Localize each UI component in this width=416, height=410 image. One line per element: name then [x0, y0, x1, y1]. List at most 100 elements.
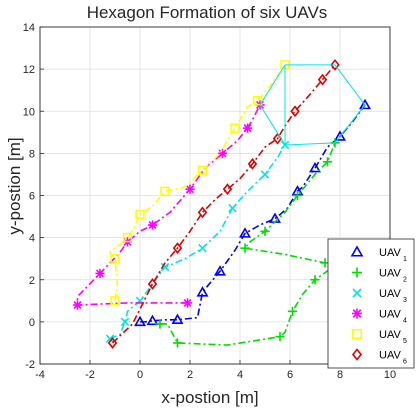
data-point: [247, 158, 258, 170]
data-point: [275, 332, 285, 342]
data-point: [228, 203, 237, 213]
data-point: [287, 306, 298, 316]
legend-marker: [352, 267, 362, 278]
data-point: [110, 253, 120, 264]
series-line: [109, 144, 286, 340]
legend-subscript: 2: [403, 277, 407, 284]
data-point: [197, 165, 208, 175]
y-tick-label: 0: [29, 317, 35, 329]
legend-label: UAV: [379, 288, 401, 300]
legend-subscript: 4: [403, 318, 407, 325]
legend-label: UAV: [379, 268, 401, 280]
data-point: [217, 148, 228, 158]
y-tick-label: -2: [25, 359, 35, 371]
legend-label: UAV: [379, 350, 401, 362]
data-point: [120, 317, 130, 327]
legend-subscript: 3: [403, 297, 407, 304]
data-point: [322, 157, 333, 167]
marker-stroke: [185, 185, 195, 194]
legend-label: UAV: [379, 247, 401, 259]
data-point: [107, 337, 118, 349]
legend-marker: [351, 348, 363, 361]
data-point: [160, 262, 170, 272]
legend-marker: [351, 328, 363, 340]
y-axis-label: y-postion [m]: [5, 137, 24, 234]
legend-marker: [352, 288, 362, 298]
data-point: [198, 243, 207, 253]
marker-stroke: [260, 170, 270, 179]
data-point: [222, 183, 233, 196]
marker-stroke: [160, 262, 170, 272]
y-tick-label: 10: [23, 106, 35, 118]
data-point: [359, 98, 371, 110]
x-tick-label: 0: [137, 369, 143, 381]
marker-stroke: [105, 334, 115, 343]
legend-label: UAV: [379, 309, 401, 321]
y-tick-label: 2: [29, 275, 35, 287]
series-uav-1: [134, 98, 371, 327]
formation-hexagon: [259, 64, 366, 146]
data-point: [146, 314, 159, 326]
series-uav-2: [155, 138, 340, 348]
data-point: [95, 268, 105, 279]
legend-subscript: 6: [403, 359, 407, 366]
x-tick-label: -2: [85, 369, 95, 381]
chart-title: Hexagon Formation of six UAVs: [87, 3, 328, 22]
marker-stroke: [352, 309, 362, 318]
data-point: [110, 296, 120, 306]
marker-stroke: [183, 298, 192, 307]
x-axis-label: x-postion [m]: [161, 388, 258, 407]
data-point: [252, 96, 263, 106]
legend-subscript: 1: [403, 256, 407, 263]
data-point: [147, 278, 158, 290]
marker-stroke: [218, 149, 227, 158]
series-line: [160, 142, 336, 346]
marker-stroke: [198, 243, 207, 253]
data-point: [242, 123, 253, 133]
data-point: [134, 315, 146, 327]
x-tick-label: 8: [337, 369, 343, 381]
data-point: [260, 170, 270, 179]
marker-stroke: [73, 301, 82, 310]
data-point: [240, 243, 250, 253]
data-point: [197, 206, 208, 219]
data-point: [230, 123, 240, 133]
axes-box: [39, 26, 391, 365]
marker-stroke: [243, 124, 252, 133]
data-point: [171, 313, 184, 325]
data-point: [290, 105, 300, 118]
marker-stroke: [120, 317, 130, 327]
x-tick-label: 6: [287, 369, 293, 381]
y-tick-label: 6: [29, 191, 35, 203]
series-line: [140, 104, 366, 323]
data-point: [72, 300, 83, 310]
data-point: [172, 338, 183, 348]
legend-label: UAV: [379, 329, 401, 341]
legend-marker: [352, 308, 362, 319]
data-point: [334, 130, 346, 141]
x-tick-label: 4: [237, 369, 243, 381]
x-tick-label: 2: [187, 369, 193, 381]
data-point: [239, 227, 251, 238]
data-point: [317, 73, 328, 86]
x-tick-label: -4: [35, 369, 45, 381]
data-point: [172, 242, 183, 255]
data-point: [147, 220, 158, 230]
plot-area: [72, 59, 371, 349]
series-line: [76, 104, 261, 306]
data-point: [330, 59, 340, 71]
legend-box: [327, 238, 415, 369]
legend-subscript: 5: [403, 338, 407, 345]
marker-stroke: [352, 288, 362, 298]
y-tick-label: 14: [23, 22, 35, 34]
marker-stroke: [148, 220, 157, 230]
y-tick-label: 4: [29, 233, 35, 245]
marker-stroke: [95, 269, 105, 278]
legend-marker: [350, 245, 364, 257]
